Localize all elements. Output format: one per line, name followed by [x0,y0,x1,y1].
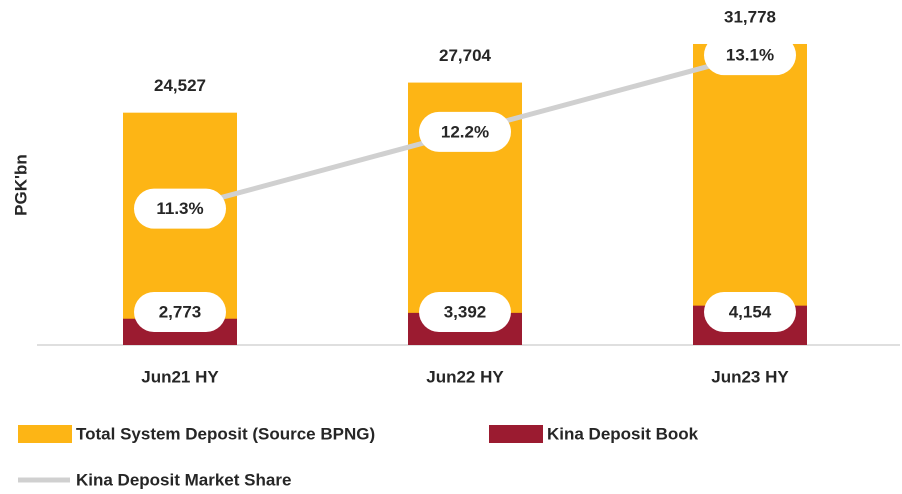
label-pill [134,188,226,229]
legend-label: Kina Deposit Book [547,424,699,443]
data-label: 4,154 [729,302,772,321]
legend-swatch [18,425,72,443]
data-label: 3,392 [444,302,487,321]
data-label: 24,527 [154,76,206,95]
data-label: 27,704 [439,46,492,65]
label-pill [419,111,511,152]
data-label: 11.3% [156,199,203,218]
x-tick-label: Jun21 HY [141,367,219,386]
legend-label: Kina Deposit Market Share [76,470,291,489]
legend-label: Total System Deposit (Source BPNG) [76,424,375,443]
label-pill [704,292,796,332]
x-tick-label: Jun23 HY [711,367,789,386]
x-tick-label: Jun22 HY [426,367,504,386]
label-pill [134,292,226,332]
label-pill [704,35,796,76]
data-label: 13.1% [726,46,774,65]
data-label: 2,773 [159,302,202,321]
legend-swatch [489,425,543,443]
data-label: 31,778 [724,7,776,26]
y-axis-label: PGK'bn [11,154,30,216]
label-pill [419,292,511,332]
data-label: 12.2% [441,122,489,141]
